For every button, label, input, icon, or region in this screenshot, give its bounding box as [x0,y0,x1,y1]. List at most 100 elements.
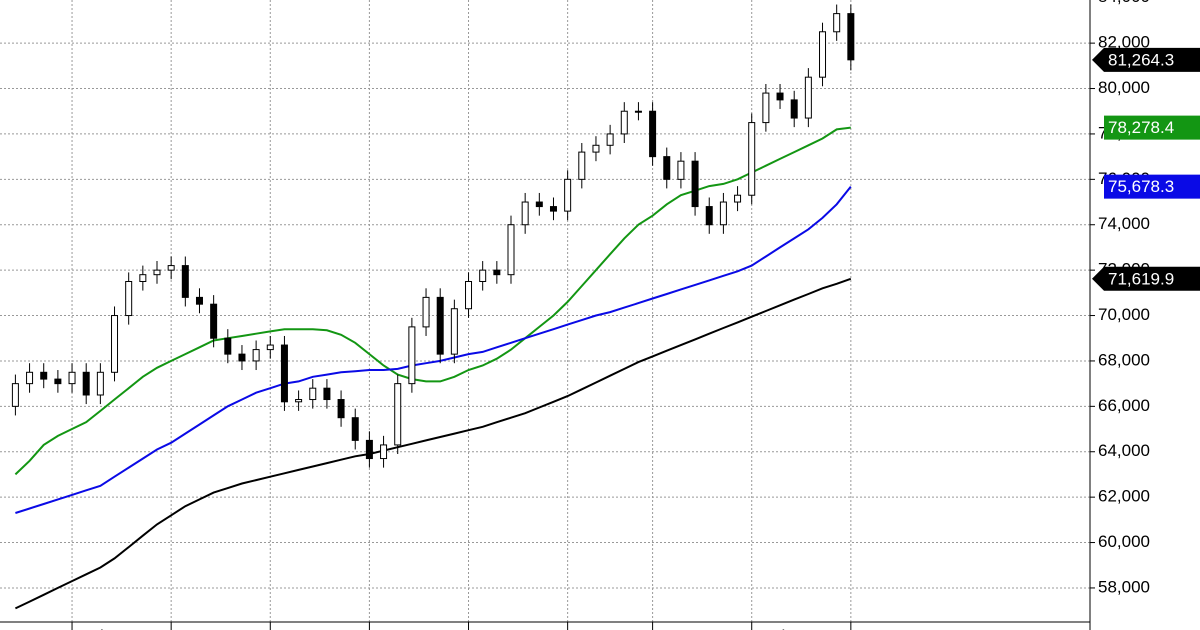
candle [153,261,161,284]
price-badge-label: 81,264.3 [1108,50,1174,69]
candle-body [40,371,48,380]
y-tick-label: 64,000 [1098,441,1150,460]
candle [394,374,402,455]
candle-body [280,344,288,403]
candle [266,335,274,359]
candle [450,299,458,364]
candle [280,335,288,411]
candle [111,306,119,382]
candle [380,435,388,468]
candle-body [139,274,147,282]
candle [337,390,345,427]
candle [578,143,586,189]
y-tick-label: 74,000 [1098,214,1150,233]
candle [295,390,303,411]
x-tick-label: Dec [578,626,609,630]
y-tick-label: 70,000 [1098,305,1150,324]
candle-body [337,399,345,419]
candle-body [819,31,827,78]
candle [408,317,416,393]
candle [125,272,133,325]
candle-body [790,99,798,119]
grid [0,0,1090,622]
candle-body [833,13,841,33]
candle-body [195,296,203,305]
candle [719,192,727,234]
candle-body [606,133,614,146]
candle [677,152,685,189]
candle [790,90,798,128]
candle-body [266,344,274,351]
candle-body [705,206,713,226]
candle [592,136,600,162]
candle [68,363,76,393]
candle [224,329,232,364]
candle-body [592,144,600,153]
candle-body [804,76,812,119]
candle-body [408,326,416,385]
candle [11,374,19,416]
axis-labels: 58,000 60,000 62,000 64,000 66,000 68,000 70,0… [71,0,1150,630]
y-tick-label: 84,000 [1098,0,1150,6]
candle-body [663,156,671,180]
candle [479,261,487,291]
candle-body [649,110,657,158]
candle-body [181,265,189,298]
candle [535,192,543,216]
candle-body [82,371,90,396]
candle [549,197,557,221]
candle [521,192,529,234]
moving-average-line [14,126,851,476]
x-tick-label: 2024 [663,626,701,630]
candle-body [11,383,19,407]
candle [238,345,246,371]
candle [26,363,34,393]
candle-body [351,417,359,441]
y-tick-label: 80,000 [1098,78,1150,97]
y-tick-label: 82,000 [1098,33,1150,52]
y-tick-label: 68,000 [1098,350,1150,369]
candle [351,408,359,450]
candle-body [309,387,317,401]
candle [606,124,614,155]
candle [734,186,742,212]
candle-body [252,349,260,362]
candle [507,215,515,284]
candle [195,288,203,314]
candle-body [238,353,246,362]
price-badge-label: 75,678.3 [1108,177,1174,196]
price-badge-label: 71,619.9 [1108,269,1174,288]
candle-body [493,269,501,276]
candle-body [549,206,557,212]
candle [210,295,218,348]
candle-body [479,269,487,282]
candle [819,22,827,87]
moving-averages [14,126,852,610]
candle-body [54,378,62,385]
candle [649,102,657,166]
candle-body [677,160,685,180]
candle [436,288,444,364]
candle-body [734,194,742,203]
moving-average-line [14,277,852,610]
value-badges: 78,278.4 75,678.3 71,619.9 81,264.3 [1092,47,1200,291]
candle [365,431,373,468]
candle-body [564,178,572,212]
candle-body [422,296,430,328]
candle-body [634,110,642,113]
candle-body [762,92,770,124]
x-tick-label: Aug [181,626,211,630]
x-tick-label: Jul [82,626,104,630]
y-tick-label: 62,000 [1098,487,1150,506]
candle [96,363,104,405]
price-badge [1092,266,1200,291]
candle [422,288,430,336]
candle [323,379,331,409]
candle-body [96,371,104,396]
candle [465,272,473,318]
candle-body [521,201,529,226]
candle [634,102,642,121]
price-badge [1104,115,1200,140]
candle [748,113,756,205]
